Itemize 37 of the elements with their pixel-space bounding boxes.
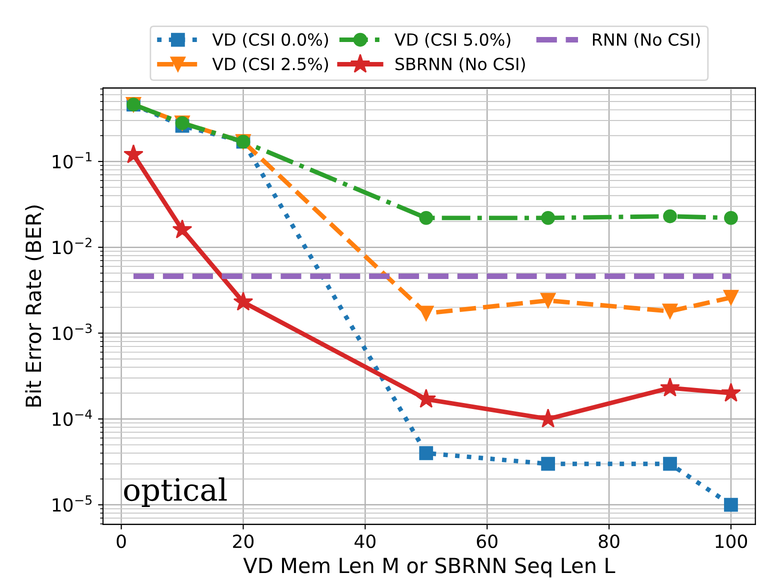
y-tick-label: 10$^{−2}$	[52, 238, 92, 254]
x-tick-label: 20	[233, 534, 254, 548]
point	[418, 306, 434, 322]
x-tick-label: 40	[354, 534, 376, 548]
point	[724, 498, 738, 512]
point	[723, 290, 739, 306]
point	[233, 292, 254, 311]
point	[540, 292, 556, 308]
x-tick-label: 0	[116, 534, 126, 548]
y-axis-title: Bit Error Rate (BER)	[25, 206, 44, 407]
y-tick-label: 10$^{−1}$	[52, 152, 92, 168]
point	[124, 144, 144, 164]
x-tick-label: 60	[476, 534, 498, 548]
legend-label: SBRNN (No CSI)	[396, 57, 525, 72]
point	[416, 388, 436, 408]
point	[419, 210, 434, 225]
x-axis-title: VD Mem Len M or SBRNN Seq Len L	[243, 558, 616, 578]
legend-label: VD (CSI 5.0%)	[394, 32, 510, 48]
point	[419, 446, 434, 460]
point	[541, 456, 556, 471]
y-tick-label: 10$^{−3}$	[52, 324, 92, 340]
y-tick-label: 10$^{−4}$	[52, 410, 92, 426]
x-tick-label: 100	[716, 534, 748, 548]
point	[172, 219, 192, 238]
point	[663, 456, 677, 471]
point	[660, 378, 680, 396]
x-tick-label: 80	[598, 534, 620, 548]
y-tick-label: 10$^{−5}$	[52, 495, 92, 512]
legend-label: VD (CSI 2.5%)	[212, 57, 328, 72]
point	[662, 304, 678, 319]
point	[541, 210, 556, 225]
point	[724, 210, 738, 225]
annotation: optical	[124, 477, 227, 508]
point	[663, 209, 677, 224]
legend-label: VD (CSI 0.0%)	[212, 32, 328, 48]
legend-label: RNN (No CSI)	[592, 32, 700, 48]
point	[721, 382, 741, 402]
